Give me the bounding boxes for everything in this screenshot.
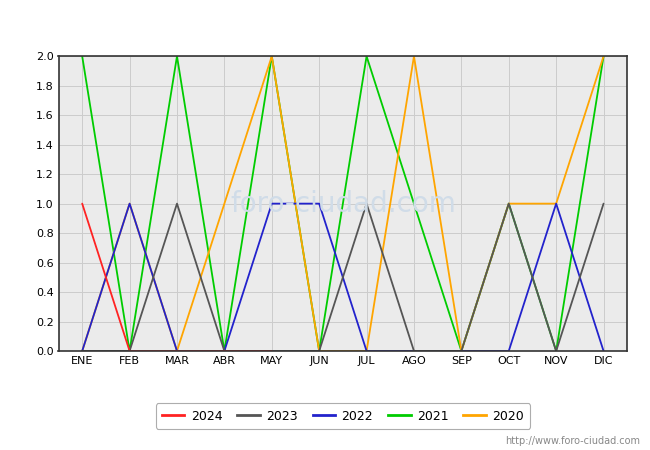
Legend: 2024, 2023, 2022, 2021, 2020: 2024, 2023, 2022, 2021, 2020: [155, 403, 530, 429]
Text: foro-ciudad.com: foro-ciudad.com: [230, 189, 456, 218]
Text: http://www.foro-ciudad.com: http://www.foro-ciudad.com: [505, 436, 640, 446]
Text: Matriculaciones de Vehiculos en Olmos de Ojeda: Matriculaciones de Vehiculos en Olmos de…: [105, 14, 545, 33]
